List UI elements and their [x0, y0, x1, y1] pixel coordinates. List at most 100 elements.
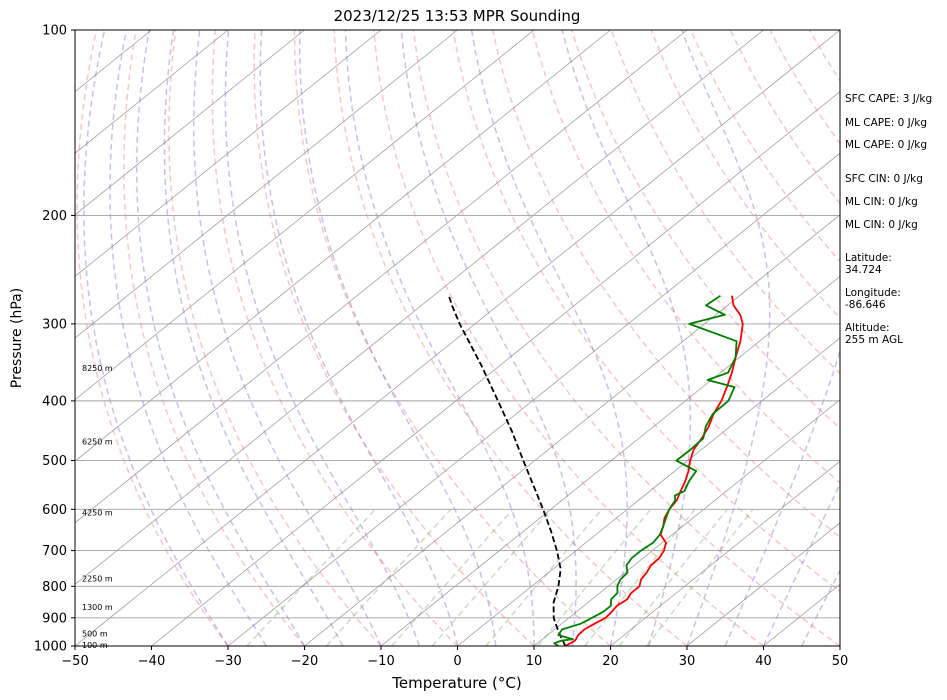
longitude-label: Longitude:: [845, 287, 901, 299]
y-tick-label: 300: [42, 317, 67, 332]
x-tick-label: 30: [679, 654, 696, 669]
x-tick-label: 40: [755, 654, 772, 669]
dry-adiabat-line: [123, 30, 306, 646]
dry-adiabat-line: [293, 30, 611, 646]
moist-adiabat-line: [163, 30, 344, 646]
pressure-gridlines: [75, 30, 840, 646]
moist-adiabat-line: [400, 30, 577, 646]
y-tick-label: 500: [42, 454, 67, 469]
mixing-ratio-line: [246, 508, 376, 646]
x-tick-label: −30: [214, 654, 241, 669]
ml-cape-1: ML CAPE: 0 J/kg: [845, 117, 927, 129]
isotherm-line: [75, 30, 305, 216]
ml-cin-1: ML CIN: 0 J/kg: [845, 196, 918, 208]
sfc-cape: SFC CAPE: 3 J/kg: [845, 93, 932, 105]
background-lines: [75, 30, 947, 646]
dry-adiabat-line: [929, 30, 947, 646]
x-tick-label: 20: [602, 654, 619, 669]
moist-adiabat-line: [344, 30, 535, 646]
isotherm-line: [75, 30, 382, 277]
moist-adiabat-line: [192, 30, 382, 646]
isotherm-line: [304, 214, 840, 646]
chart-title: 2023/12/25 13:53 MPR Sounding: [334, 7, 581, 25]
moist-adiabat-line: [561, 30, 692, 646]
y-tick-label: 400: [42, 394, 67, 409]
mixing-ratio-line: [537, 508, 652, 646]
x-tick-label: 50: [832, 654, 849, 669]
isotherm-line: [380, 275, 840, 646]
dry-adiabat-line: [333, 30, 688, 646]
dewpoint-profile-line: [553, 294, 738, 646]
mixing-ratio-line: [584, 508, 696, 646]
mixing-ratio-line: [325, 508, 452, 646]
height-labels: 100 m 500 m 1300 m 2250 m 4250 m 6250 m 8250 m: [82, 364, 113, 650]
y-tick-label: 100: [42, 24, 67, 39]
ml-cin-2: ML CIN: 0 J/kg: [845, 219, 918, 231]
isotherm-line: [151, 91, 840, 646]
isotherm-line: [75, 30, 840, 646]
moist-adiabat-line: [224, 30, 421, 646]
x-axis-label: Temperature (°C): [391, 674, 521, 692]
moist-adiabat-line: [298, 30, 497, 646]
x-tick-label: 10: [526, 654, 543, 669]
dry-adiabat-line: [76, 30, 229, 646]
indices-panel: SFC CAPE: 3 J/kg ML CAPE: 0 J/kg ML CAPE…: [845, 93, 932, 346]
dry-adiabat-line: [610, 30, 840, 375]
dry-adiabat-line: [372, 30, 764, 646]
altitude-value: 255 m AGL: [845, 334, 903, 346]
height-label: 6250 m: [82, 438, 113, 447]
mixing-ratio-line: [391, 508, 514, 646]
x-tick-label: −20: [291, 654, 318, 669]
isotherm-line: [227, 152, 840, 646]
dry-adiabat-line: [452, 30, 840, 593]
latitude-value: 34.724: [845, 264, 882, 276]
isotherm-line: [610, 460, 840, 646]
height-label: 4250 m: [82, 508, 113, 517]
isotherm-line: [75, 30, 229, 154]
y-tick-label: 200: [42, 209, 67, 224]
parcel-profile-line: [447, 295, 567, 646]
y-axis: 1000 900 800 700 600 500 400 300 200 100: [34, 24, 75, 655]
latitude-label: Latitude:: [845, 252, 892, 264]
profiles: [447, 294, 744, 646]
moist-adiabat-line: [83, 30, 229, 646]
isotherm-line: [75, 30, 535, 401]
isotherm-line: [533, 399, 840, 646]
moist-adiabat-line: [724, 30, 840, 646]
x-tick-label: −40: [138, 654, 165, 669]
y-tick-label: 600: [42, 503, 67, 518]
height-label: 500 m: [82, 630, 108, 639]
y-tick-label: 900: [42, 611, 67, 626]
x-axis: −50 −40 −30 −20 −10 0 10 20 30 40 50: [61, 646, 848, 669]
height-label: 100 m: [82, 641, 108, 650]
y-tick-label: 700: [42, 544, 67, 559]
moist-adiabat-line: [681, 30, 771, 646]
isotherm-line: [75, 30, 458, 339]
moist-adiabat-line: [109, 30, 267, 646]
isotherm-line: [686, 522, 840, 646]
y-axis-label: Pressure (hPa): [9, 288, 25, 388]
sfc-cin: SFC CIN: 0 J/kg: [845, 173, 923, 185]
moist-adiabat-line: [135, 30, 306, 646]
height-label: 2250 m: [82, 574, 113, 583]
height-label: 8250 m: [82, 364, 113, 373]
altitude-label: Altitude:: [845, 322, 890, 334]
moist-adiabat-line: [470, 30, 628, 646]
longitude-value: -86.646: [845, 299, 886, 311]
isotherm-line: [75, 30, 764, 585]
height-label: 1300 m: [82, 603, 113, 612]
x-tick-label: 0: [453, 654, 461, 669]
mixing-ratio-line: [485, 508, 603, 646]
y-tick-label: 800: [42, 580, 67, 595]
dry-adiabat-line: [168, 30, 382, 646]
x-tick-label: −50: [61, 654, 88, 669]
dry-adiabat-line: [412, 30, 840, 646]
y-tick-label: 1000: [34, 640, 67, 655]
mixing-ratio-line: [431, 508, 552, 646]
dry-adiabat-line: [211, 30, 459, 646]
temperature-profile-line: [564, 295, 744, 646]
dry-adiabat-line: [650, 30, 840, 319]
isotherm-line: [457, 337, 840, 646]
ml-cape-2: ML CAPE: 0 J/kg: [845, 139, 927, 151]
